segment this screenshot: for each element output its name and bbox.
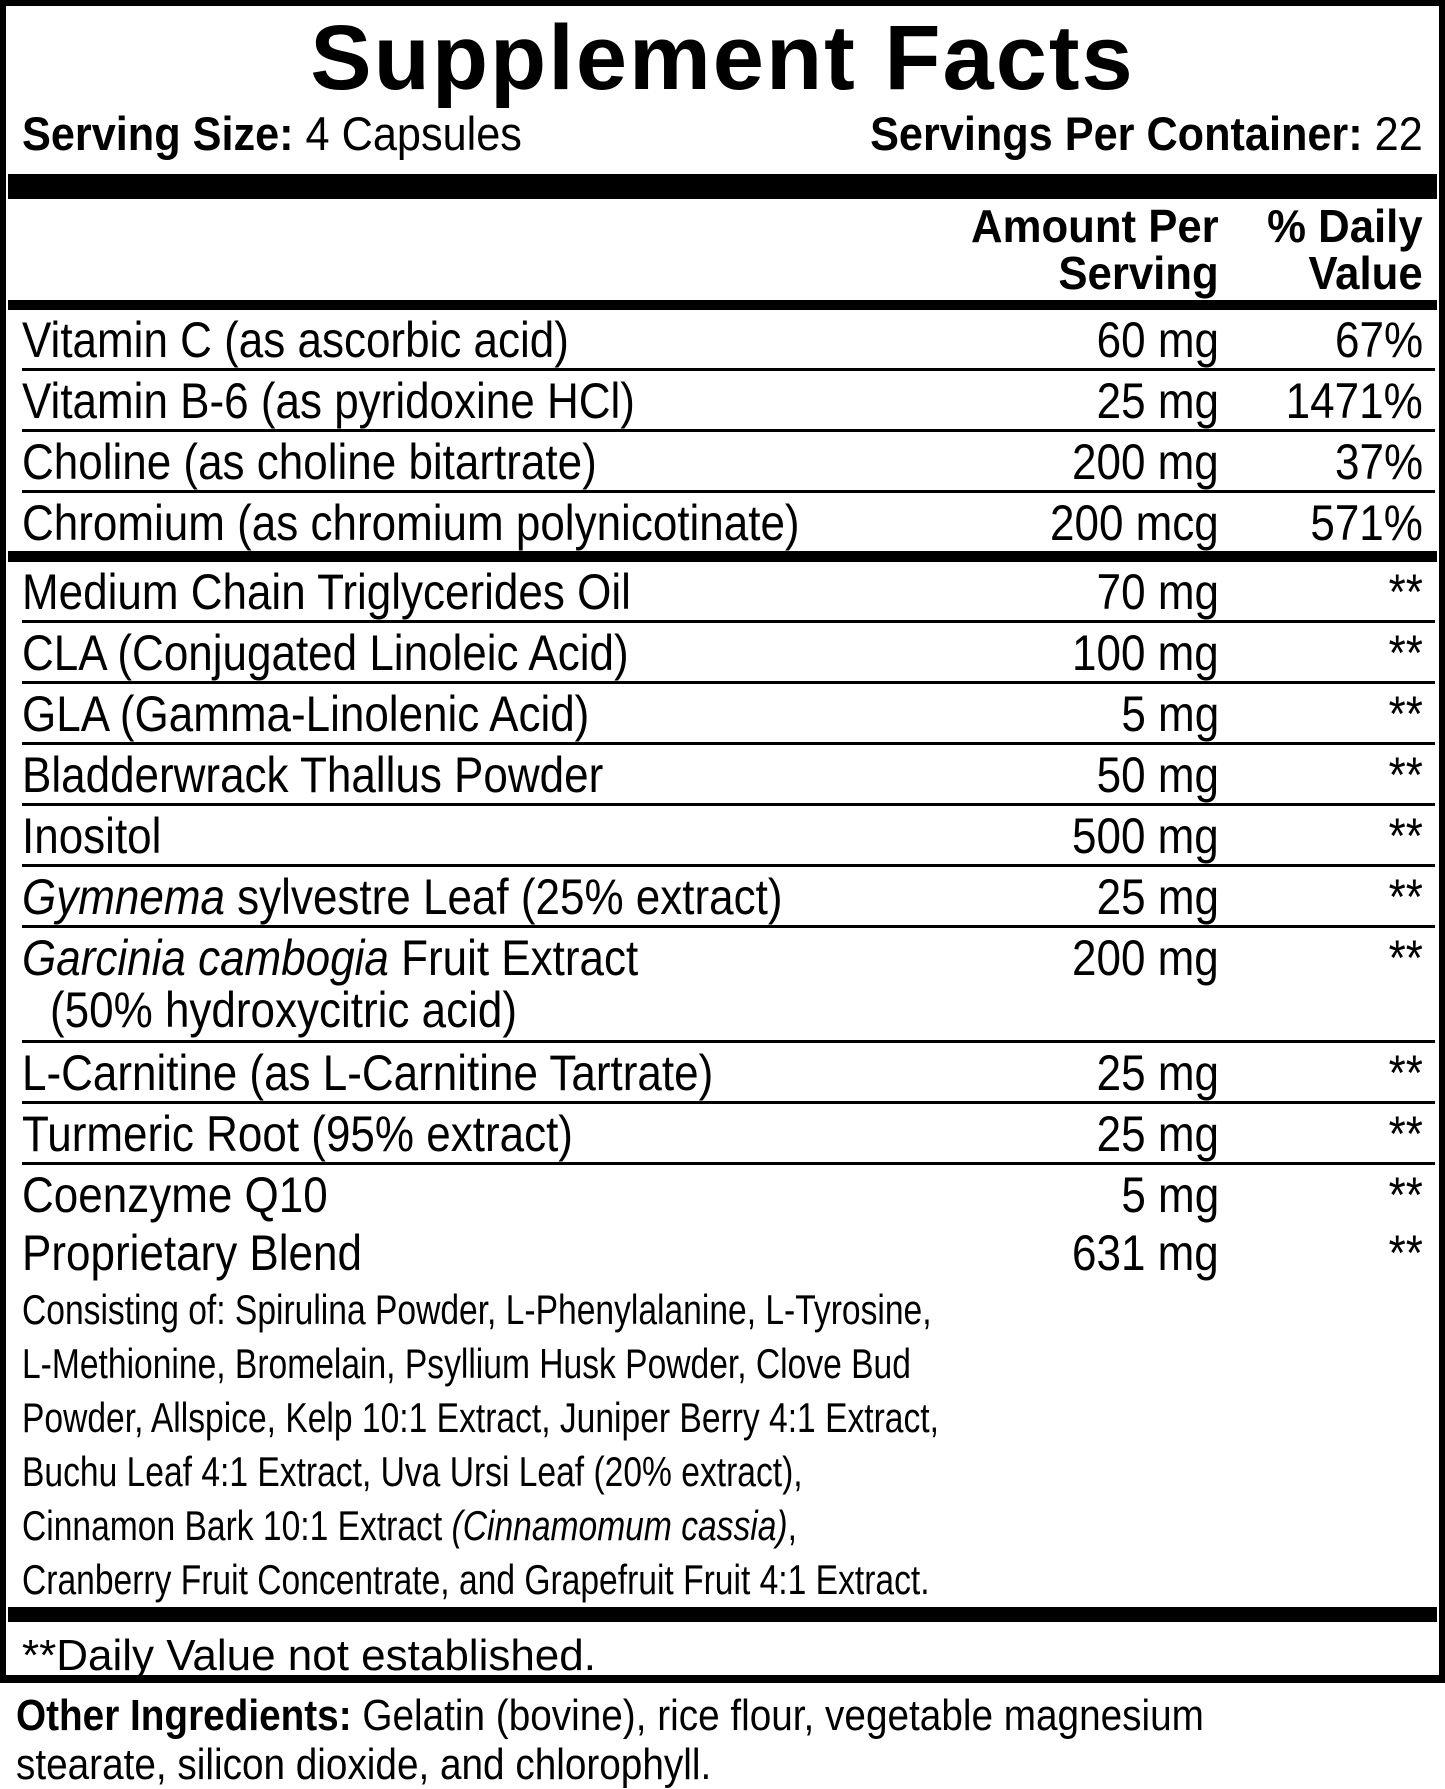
other-ingredients: Other Ingredients: Gelatin (bovine), ric…	[0, 1691, 1445, 1789]
ingredient-daily-value: **	[1388, 808, 1423, 864]
servings-per-container: Servings Per Container: 22	[822, 108, 1423, 160]
ingredient-row: GLA (Gamma-Linolenic Acid) 5 mg **	[22, 684, 1435, 745]
ingredient-row: Proprietary Blend 631 mg **	[22, 1223, 1435, 1281]
ingredient-daily-value: **	[1388, 930, 1423, 986]
ingredient-name: Turmeric Root (95% extract)	[22, 1106, 573, 1162]
ingredient-daily-value: **	[1388, 1225, 1423, 1281]
other-ingredients-label: Other Ingredients:	[16, 1691, 352, 1740]
ingredient-amount: 50 mg	[1096, 747, 1219, 803]
ingredient-daily-value: 571%	[1310, 495, 1423, 551]
ingredient-row: Vitamin B-6 (as pyridoxine HCl) 25 mg 1471…	[22, 371, 1435, 432]
other-ingredients-line1: Other Ingredients: Gelatin (bovine), ric…	[16, 1691, 1204, 1740]
amount-per-serving-header: Amount Per Serving	[971, 200, 1219, 299]
ingredient-daily-value: **	[1388, 686, 1423, 742]
servings-per-container-label: Servings Per Container:	[870, 107, 1363, 160]
ingredient-daily-value: **	[1388, 747, 1423, 803]
ingredient-daily-value: **	[1388, 564, 1423, 620]
serving-size-value: 4 Capsules	[305, 107, 522, 160]
ingredient-name: Vitamin B-6 (as pyridoxine HCl)	[22, 373, 635, 429]
ingredient-name: CLA (Conjugated Linoleic Acid)	[22, 625, 629, 681]
ingredient-row: Coenzyme Q10 5 mg **	[22, 1165, 1435, 1223]
ingredient-row: Vitamin C (as ascorbic acid) 60 mg 67%	[22, 310, 1435, 371]
ingredient-name: GLA (Gamma-Linolenic Acid)	[22, 686, 590, 742]
ingredient-daily-value: 67%	[1334, 312, 1423, 368]
ingredient-name: Inositol	[22, 808, 162, 864]
ingredient-amount: 100 mg	[1072, 625, 1219, 681]
ingredient-daily-value: 1471%	[1285, 373, 1423, 429]
ingredient-amount: 25 mg	[1096, 1106, 1219, 1162]
table-header: Amount Per Serving % Daily Value	[22, 203, 1423, 297]
ingredient-row: CLA (Conjugated Linoleic Acid) 100 mg **	[22, 623, 1435, 684]
ingredient-row: Choline (as choline bitartrate) 200 mg 37%	[22, 432, 1435, 493]
ingredient-amount: 500 mg	[1072, 808, 1219, 864]
ingredient-name: Proprietary Blend	[22, 1225, 362, 1281]
serving-size-label: Serving Size:	[22, 107, 294, 160]
thick-divider-top	[8, 174, 1437, 199]
ingredient-name: Medium Chain Triglycerides Oil	[22, 564, 631, 620]
ingredient-amount: 631 mg	[1072, 1225, 1219, 1281]
ingredient-row: Inositol 500 mg **	[22, 806, 1435, 867]
ingredient-row: Medium Chain Triglycerides Oil 70 mg **	[22, 562, 1435, 623]
ingredient-amount: 60 mg	[1096, 312, 1219, 368]
ingredient-amount: 5 mg	[1121, 1167, 1219, 1223]
serving-info-row: Serving Size: 4 Capsules Servings Per Co…	[22, 108, 1423, 160]
ingredient-name: L-Carnitine (as L-Carnitine Tartrate)	[22, 1045, 714, 1101]
ingredient-amount: 200 mg	[1072, 434, 1219, 490]
ingredient-table: Vitamin C (as ascorbic acid) 60 mg 67% Vita…	[8, 310, 1437, 1607]
ingredient-daily-value: **	[1388, 869, 1423, 925]
ingredient-name: Gymnema sylvestre Leaf (25% extract)	[22, 869, 783, 925]
ingredient-amount: 25 mg	[1096, 1045, 1219, 1101]
section-divider	[8, 551, 1437, 562]
ingredient-name: Bladderwrack Thallus Powder	[22, 747, 604, 803]
footnote-divider	[8, 1607, 1437, 1622]
ingredient-name: Chromium (as chromium polynicotinate)	[22, 495, 800, 551]
ingredient-amount: 25 mg	[1096, 373, 1219, 429]
ingredient-row: Gymnema sylvestre Leaf (25% extract) 25 m…	[22, 867, 1435, 928]
ingredient-amount: 25 mg	[1096, 869, 1219, 925]
header-divider	[8, 300, 1437, 310]
ingredient-row: Turmeric Root (95% extract) 25 mg **	[22, 1104, 1435, 1165]
ingredient-row: Garcinia cambogia Fruit Extract (50% hydr…	[22, 928, 1435, 1043]
ingredient-row: Bladderwrack Thallus Powder 50 mg **	[22, 745, 1435, 806]
ingredient-daily-value: **	[1388, 1167, 1423, 1223]
proprietary-blend-description: Consisting of: Spirulina Powder, L-Pheny…	[22, 1286, 939, 1603]
ingredient-daily-value: **	[1388, 1045, 1423, 1101]
ingredient-name: Choline (as choline bitartrate)	[22, 434, 597, 490]
ingredient-row: L-Carnitine (as L-Carnitine Tartrate) 25 …	[22, 1043, 1435, 1104]
daily-value-header: % Daily Value	[1267, 200, 1423, 299]
serving-size: Serving Size: 4 Capsules	[22, 108, 565, 160]
ingredient-amount: 200 mcg	[1050, 495, 1219, 551]
facts-panel: Supplement Facts Serving Size: 4 Capsule…	[0, 0, 1445, 1683]
ingredient-amount: 5 mg	[1121, 686, 1219, 742]
table-section: Medium Chain Triglycerides Oil 70 mg ** CLA…	[22, 562, 1435, 1607]
ingredient-row: Chromium (as chromium polynicotinate) 200…	[22, 493, 1435, 551]
table-section: Vitamin C (as ascorbic acid) 60 mg 67% Vita…	[22, 310, 1435, 551]
daily-value-footnote: **Daily Value not established.	[22, 1631, 596, 1680]
servings-per-container-value: 22	[1374, 107, 1423, 160]
ingredient-amount: 200 mg	[1072, 930, 1219, 986]
ingredient-name-subline: (50% hydroxycitric acid)	[50, 982, 518, 1038]
panel-title: Supplement Facts	[310, 7, 1135, 109]
ingredient-amount: 70 mg	[1096, 564, 1219, 620]
ingredient-daily-value: **	[1388, 625, 1423, 681]
ingredient-name: Coenzyme Q10	[22, 1167, 328, 1223]
other-ingredients-line2: stearate, silicon dioxide, and chlorophy…	[16, 1740, 712, 1789]
ingredient-daily-value: **	[1388, 1106, 1423, 1162]
ingredient-name: Vitamin C (as ascorbic acid)	[22, 312, 569, 368]
ingredient-name: Garcinia cambogia Fruit Extract (50% hydr…	[22, 933, 1052, 1038]
ingredient-daily-value: 37%	[1334, 434, 1423, 490]
